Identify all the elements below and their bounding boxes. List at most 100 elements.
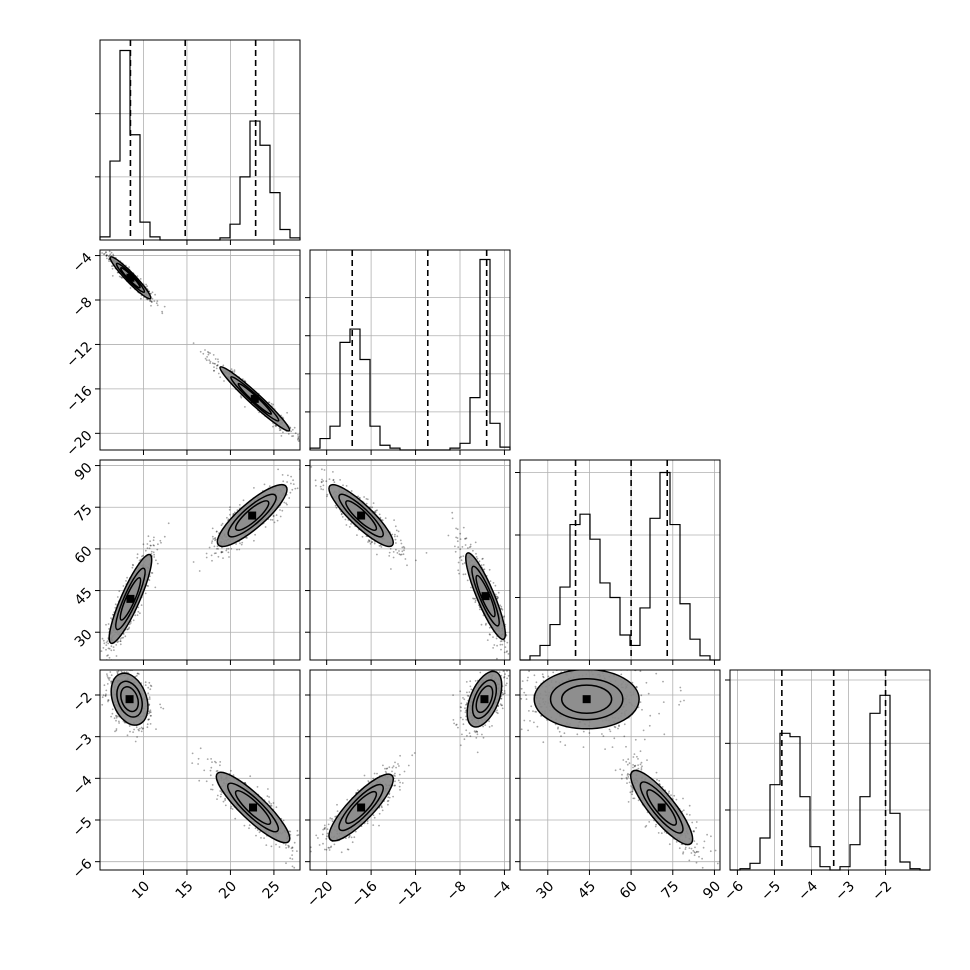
data-point	[302, 441, 304, 443]
data-point	[105, 251, 107, 254]
data-point	[273, 521, 276, 524]
data-point	[291, 850, 294, 852]
data-point	[213, 369, 215, 372]
data-point	[345, 524, 348, 526]
data-point	[146, 547, 149, 549]
data-point	[107, 676, 109, 679]
data-point	[478, 608, 481, 611]
data-point	[388, 555, 391, 557]
panel-frame	[519, 459, 721, 661]
data-point	[390, 568, 392, 570]
data-point	[213, 552, 216, 555]
data-point	[500, 605, 503, 608]
data-point	[215, 367, 218, 370]
data-point	[148, 703, 151, 706]
data-point	[122, 636, 125, 639]
data-point	[213, 362, 216, 365]
contour-line	[115, 567, 146, 631]
data-point	[153, 556, 156, 558]
data-point	[205, 359, 208, 362]
data-point	[115, 714, 117, 717]
data-point	[462, 573, 465, 576]
data-point	[214, 362, 217, 365]
data-point	[297, 437, 300, 440]
data-point	[149, 711, 152, 714]
data-point	[319, 485, 322, 488]
data-point	[464, 537, 467, 540]
data-point	[496, 595, 499, 598]
data-point	[214, 539, 216, 542]
data-point	[161, 312, 164, 315]
data-point	[241, 541, 244, 544]
data-point	[267, 788, 269, 790]
data-point	[107, 677, 110, 680]
data-point	[404, 558, 407, 560]
data-point	[105, 693, 107, 696]
data-point	[474, 601, 477, 603]
data-point	[153, 300, 156, 302]
data-point	[415, 559, 417, 562]
density-peak	[126, 273, 135, 282]
data-point	[514, 657, 516, 659]
data-point	[276, 519, 279, 522]
data-point	[272, 425, 274, 428]
data-point	[451, 517, 454, 520]
data-point	[110, 649, 113, 652]
data-point	[145, 283, 148, 286]
data-point	[514, 649, 516, 651]
data-point	[210, 788, 212, 791]
panel-frame	[99, 249, 301, 451]
data-point	[216, 794, 219, 797]
data-point	[378, 513, 381, 516]
data-point	[292, 479, 294, 482]
data-point	[162, 707, 165, 710]
data-point	[228, 508, 231, 511]
data-point	[116, 641, 119, 644]
data-point	[101, 246, 103, 248]
data-point	[488, 626, 491, 629]
data-point	[281, 474, 284, 476]
data-point	[322, 484, 325, 487]
data-point	[468, 691, 471, 693]
data-point	[117, 670, 120, 673]
data-point	[270, 805, 273, 807]
data-point	[497, 591, 500, 594]
panel-frame	[309, 249, 511, 451]
panel-content	[100, 670, 300, 870]
data-point	[199, 747, 202, 750]
contour-line	[234, 790, 272, 825]
data-point	[396, 552, 399, 554]
data-point	[217, 358, 219, 361]
data-point	[125, 580, 127, 582]
data-point	[217, 360, 220, 363]
data-point	[214, 537, 217, 539]
data-point	[83, 230, 85, 232]
data-point	[219, 795, 222, 798]
data-point	[486, 639, 489, 641]
data-point	[290, 475, 292, 478]
data-point	[111, 275, 114, 277]
data-point	[293, 841, 296, 844]
data-point	[126, 628, 129, 631]
data-point	[215, 770, 218, 773]
data-point	[222, 364, 225, 367]
data-point	[339, 479, 341, 481]
data-point	[108, 656, 111, 659]
data-point	[283, 501, 286, 504]
data-point	[503, 676, 505, 679]
data-point	[230, 547, 233, 550]
data-point	[150, 552, 153, 555]
data-point	[255, 834, 257, 837]
data-point	[150, 300, 153, 303]
data-point	[209, 362, 212, 364]
data-point	[292, 483, 295, 485]
data-point	[357, 495, 359, 498]
data-point	[209, 352, 212, 354]
data-point	[211, 535, 214, 538]
data-point	[148, 696, 151, 699]
data-point	[213, 366, 215, 368]
data-point	[464, 573, 467, 576]
data-point	[323, 469, 326, 471]
data-point	[306, 483, 308, 485]
data-point	[217, 555, 220, 558]
